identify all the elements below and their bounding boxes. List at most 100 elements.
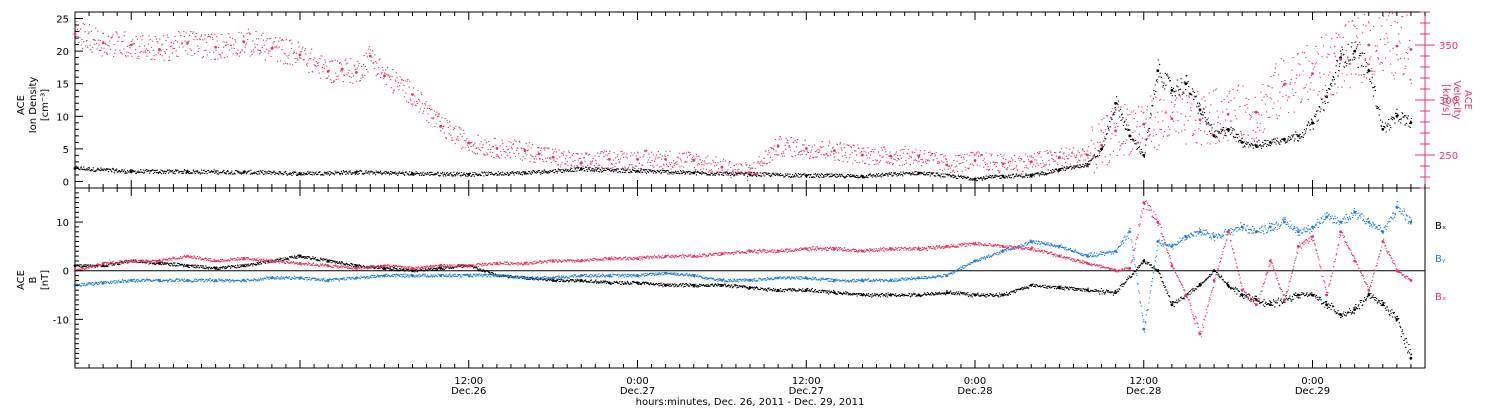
legend-by: Bᵧ xyxy=(1435,254,1446,265)
top-left-ylabel-line3: [cm⁻³] xyxy=(40,89,51,121)
velocity-point xyxy=(129,43,133,47)
velocity-point xyxy=(692,159,696,162)
by-point xyxy=(1212,235,1216,239)
ion-density-point xyxy=(1198,108,1202,112)
velocity-point xyxy=(214,45,218,49)
x-tick-date-label: Dec.27 xyxy=(789,386,824,397)
by-trace xyxy=(75,200,1413,333)
top-left-tick-label: 20 xyxy=(56,47,69,58)
by-point xyxy=(1297,230,1300,234)
top-left-tick-label: 15 xyxy=(56,80,69,91)
velocity-point xyxy=(1170,117,1174,121)
ion-density-point xyxy=(1156,69,1160,73)
top-right-tick-label: 250 xyxy=(1439,151,1458,162)
bz-trace xyxy=(75,200,1413,338)
velocity-point xyxy=(242,40,246,44)
by-point xyxy=(1409,220,1413,224)
top-panel-data xyxy=(73,12,1413,182)
top-left-ylabel-line1: ACE xyxy=(16,95,27,115)
bz-series xyxy=(73,200,1413,338)
bottom-left-ylabel-line3: [nT] xyxy=(40,270,51,290)
velocity-point xyxy=(776,144,780,148)
top-left-tick-label: 25 xyxy=(56,15,69,26)
velocity-point xyxy=(1001,162,1005,166)
bz-point xyxy=(1156,220,1160,224)
x-tick-time-label: 12:00 xyxy=(792,376,821,387)
x-tick-time-label: 0:00 xyxy=(626,376,648,387)
bx-point xyxy=(1409,356,1413,360)
legend-bz: Bₓ xyxy=(1435,292,1446,303)
top-right-ylabel-line3: [km/s] xyxy=(1440,84,1451,116)
velocity-point xyxy=(664,158,667,161)
ion-density-point xyxy=(1128,134,1132,138)
bx-series xyxy=(73,254,1413,360)
bx-point xyxy=(1268,303,1272,307)
top-left-tick-label: 10 xyxy=(56,112,69,123)
velocity-point xyxy=(1142,122,1146,126)
velocity-point xyxy=(1086,153,1089,157)
bx-trace xyxy=(75,254,1413,356)
ion-density-point xyxy=(1114,101,1117,105)
x-tick-time-label: 0:00 xyxy=(964,376,986,387)
x-tick-time-label: 12:00 xyxy=(1129,376,1158,387)
top-panel-frame xyxy=(74,11,1426,189)
velocity-point xyxy=(1311,72,1314,75)
bx-point xyxy=(1381,303,1385,307)
velocity-point xyxy=(186,41,189,45)
by-point xyxy=(1283,220,1286,224)
bottom-left-tick-label: 0 xyxy=(63,267,69,278)
velocity-point xyxy=(101,41,105,45)
bz-point xyxy=(1212,279,1216,282)
ion-density-point xyxy=(1311,121,1314,125)
velocity-point xyxy=(1198,118,1202,122)
x-tick-date-label: Dec.28 xyxy=(1126,386,1161,397)
velocity-point xyxy=(158,48,161,51)
x-tick-date-label: Dec.26 xyxy=(451,386,486,397)
x-tick-date-label: Dec.27 xyxy=(620,386,655,397)
top-left-ylabel-line2: Ion Density xyxy=(28,77,39,134)
by-series xyxy=(73,200,1413,333)
velocity-point xyxy=(298,53,302,57)
x-tick-time-label: 0:00 xyxy=(1301,376,1323,387)
velocity-series xyxy=(73,12,1413,181)
bx-point xyxy=(1325,303,1328,307)
velocity-point xyxy=(1409,48,1413,51)
velocity-point xyxy=(608,158,611,161)
x-tick-date-label: Dec.28 xyxy=(957,386,992,397)
velocity-point xyxy=(1367,43,1371,47)
ion-density-series xyxy=(73,41,1413,182)
velocity-point xyxy=(1114,129,1117,133)
velocity-point xyxy=(748,171,752,175)
top-right-tick-label: 350 xyxy=(1439,41,1458,52)
axes-layer: 0510152025250300350-1001012:00Dec.260:00… xyxy=(53,11,1458,397)
bx-point xyxy=(1226,283,1230,287)
x-tick-date-label: Dec.29 xyxy=(1295,386,1330,397)
ion-density-point xyxy=(1353,49,1357,53)
velocity-point xyxy=(1100,143,1103,147)
by-point xyxy=(1142,327,1146,331)
velocity-point xyxy=(523,149,527,153)
bottom-left-tick-label: 10 xyxy=(56,218,69,229)
ion-density-point xyxy=(1184,82,1188,86)
legend-bx: Bₓ xyxy=(1435,221,1446,232)
bottom-left-ylabel-line1: ACE xyxy=(16,270,27,290)
x-tick-time-label: 12:00 xyxy=(454,376,483,387)
top-left-tick-label: 5 xyxy=(63,145,69,156)
top-right-ylabel-line2: Velocity xyxy=(1451,80,1462,119)
bz-point xyxy=(1142,201,1146,205)
xaxis-title: hours:minutes, Dec. 26, 2011 - Dec. 29, … xyxy=(636,397,865,408)
velocity-point xyxy=(537,152,541,156)
bx-point xyxy=(1353,308,1357,311)
velocity-point xyxy=(889,154,892,158)
velocity-point xyxy=(1029,160,1033,164)
bottom-panel-data xyxy=(73,200,1425,360)
velocity-point xyxy=(354,71,358,74)
velocity-point xyxy=(73,32,77,36)
top-right-ylabel-line1: ACE xyxy=(1462,90,1473,110)
velocity-point xyxy=(1395,44,1399,48)
top-right-tick-label: 300 xyxy=(1439,96,1458,107)
velocity-point xyxy=(636,158,639,161)
bottom-left-tick-label: -10 xyxy=(53,315,69,326)
velocity-point xyxy=(383,74,386,78)
velocity-point xyxy=(368,54,372,58)
